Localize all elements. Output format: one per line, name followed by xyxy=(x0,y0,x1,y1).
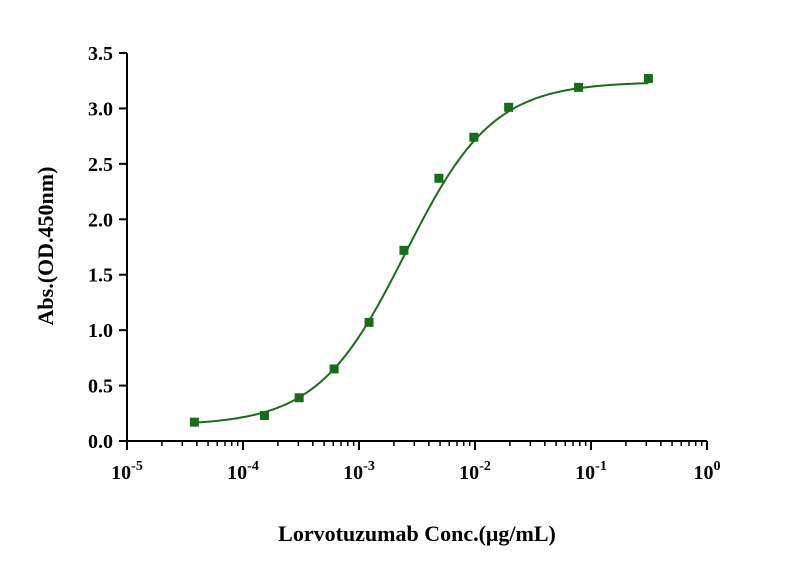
y-tick-label: 1.5 xyxy=(88,265,113,287)
fit-curve xyxy=(194,82,649,424)
data-point xyxy=(399,245,409,255)
y-tick-label: 0.5 xyxy=(88,376,113,398)
x-tick-label: 10-2 xyxy=(459,459,491,484)
y-tick-label: 2.0 xyxy=(88,209,113,231)
y-tick-label: 2.5 xyxy=(88,154,113,176)
x-axis-title: Lorvotuzumab Conc.(μg/mL) xyxy=(278,521,556,546)
fit-curve-layer xyxy=(194,82,649,424)
data-point xyxy=(294,393,304,403)
x-tick-label: 10-4 xyxy=(227,459,259,484)
data-point xyxy=(259,411,269,421)
tick-labels-layer: 0.0 0.5 1.0 1.5 2.0 2.5 3.0 3.5 10-5 10-4 10-3 10-2… xyxy=(88,43,721,484)
axes xyxy=(119,52,708,450)
data-point xyxy=(504,102,514,112)
data-point xyxy=(643,73,653,83)
data-point xyxy=(469,132,479,142)
data-point xyxy=(364,317,374,327)
data-points-layer xyxy=(189,73,653,427)
data-point xyxy=(574,82,584,92)
y-axis-title: Abs.(OD.450nm) xyxy=(33,167,58,326)
y-tick-label: 0.0 xyxy=(88,431,113,453)
y-tick-label: 3.0 xyxy=(88,98,113,120)
x-tick-label: 10-5 xyxy=(111,459,143,484)
y-tick-label: 3.5 xyxy=(88,43,113,65)
x-tick-label: 100 xyxy=(694,459,721,484)
data-point xyxy=(329,364,339,374)
y-tick-label: 1.0 xyxy=(88,320,113,342)
data-point xyxy=(434,173,444,183)
x-tick-label: 10-1 xyxy=(575,459,607,484)
x-tick-label: 10-3 xyxy=(343,459,375,484)
data-point xyxy=(189,417,199,427)
